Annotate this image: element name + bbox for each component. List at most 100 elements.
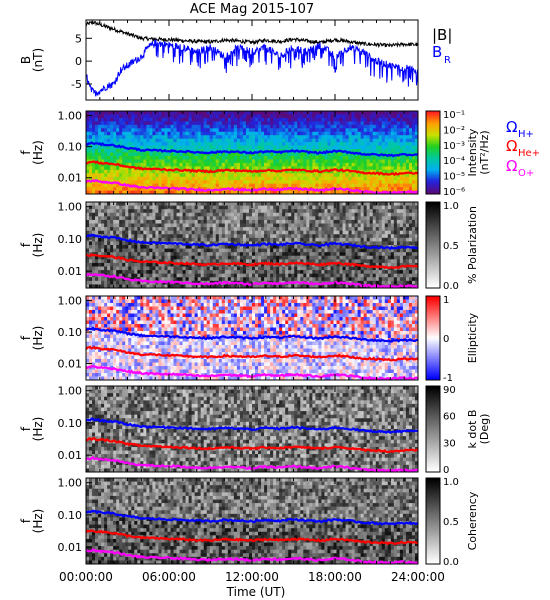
intensity-cell <box>98 183 102 188</box>
intensity-cell <box>176 138 180 143</box>
intensity-cell <box>119 152 123 157</box>
polarization-cell <box>282 277 286 282</box>
intensity-cell <box>363 180 368 185</box>
intensity-cell <box>324 121 328 126</box>
intensity-cell <box>348 135 352 140</box>
polarization-cell <box>215 277 220 282</box>
polarization-cell <box>360 227 365 232</box>
polarization-cell <box>233 202 238 206</box>
intensity-cell <box>164 162 168 167</box>
intensity-cell <box>131 114 135 119</box>
polarization-cell <box>191 223 196 228</box>
intensity-cell <box>345 138 349 143</box>
polarization-cell <box>128 284 132 289</box>
intensity-cell <box>134 162 138 167</box>
intensity-cell <box>342 180 346 185</box>
polarization-cell <box>161 205 165 210</box>
intensity-cell <box>312 124 316 129</box>
intensity-cell <box>155 152 159 157</box>
polarization-cell <box>92 205 96 210</box>
intensity-cell <box>345 166 349 171</box>
polarization-cell <box>357 259 362 264</box>
polarization-cell <box>327 212 331 217</box>
polarization-cell <box>110 241 114 246</box>
intensity-cell <box>402 176 407 181</box>
intensity-cell <box>408 142 413 146</box>
polarization-cell <box>324 248 328 253</box>
intensity-cell <box>125 152 129 157</box>
intensity-cell <box>152 138 156 143</box>
polarization-cell <box>270 234 274 239</box>
intensity-cell <box>218 176 223 181</box>
polarization-cell <box>221 212 226 217</box>
colorbar-segment <box>426 152 440 156</box>
intensity-cell <box>411 169 416 174</box>
intensity-cell <box>258 152 262 157</box>
intensity-cell <box>134 128 138 133</box>
intensity-cell <box>267 162 271 167</box>
polarization-cell <box>137 237 141 242</box>
polarization-cell <box>336 266 340 271</box>
intensity-cell <box>273 180 277 185</box>
intensity-cell <box>230 166 235 171</box>
intensity-cell <box>197 190 202 195</box>
polarization-cell <box>230 230 235 235</box>
polarization-cell <box>261 237 265 242</box>
polarization-cell <box>203 223 208 228</box>
intensity-cell <box>158 180 162 185</box>
intensity-cell <box>288 173 292 178</box>
polarization-cell <box>122 234 126 239</box>
intensity-cell <box>291 162 295 167</box>
intensity-cell <box>330 111 334 115</box>
intensity-cell <box>161 117 165 122</box>
polarization-cell <box>321 216 325 221</box>
polarization-cell <box>113 248 117 253</box>
polarization-cell <box>170 230 174 235</box>
intensity-cell <box>318 128 322 133</box>
intensity-cell <box>149 190 153 195</box>
polarization-cell <box>255 216 259 221</box>
intensity-cell <box>116 187 120 191</box>
intensity-cell <box>405 142 410 146</box>
intensity-cell <box>104 124 108 129</box>
intensity-cell <box>248 155 253 160</box>
intensity-cell <box>86 111 90 115</box>
polarization-cell <box>342 209 346 214</box>
intensity-cell <box>255 166 259 171</box>
intensity-cell <box>276 162 280 167</box>
colorbar-tick-label: 10⁻⁶ <box>443 187 465 198</box>
intensity-cell <box>288 114 292 119</box>
intensity-cell <box>360 173 365 178</box>
intensity-cell <box>324 190 328 195</box>
intensity-cell <box>188 162 193 167</box>
polarization-cell <box>303 216 307 221</box>
intensity-cell <box>312 149 316 153</box>
intensity-cell <box>387 155 392 160</box>
intensity-cell <box>363 149 368 153</box>
intensity-cell <box>110 159 114 164</box>
intensity-cell <box>230 131 235 136</box>
intensity-cell <box>86 155 90 160</box>
polarization-cell <box>203 219 208 224</box>
polarization-cell <box>212 230 217 235</box>
intensity-cell <box>351 190 356 195</box>
polarization-cell <box>300 219 304 224</box>
polarization-cell <box>86 245 90 249</box>
intensity-cell <box>384 145 389 150</box>
polarization-cell <box>152 219 156 224</box>
polarization-cell <box>89 219 93 224</box>
intensity-cell <box>345 159 349 164</box>
intensity-cell <box>276 114 280 119</box>
intensity-cell <box>399 169 404 174</box>
polarization-cell <box>125 262 129 267</box>
intensity-cell <box>399 162 404 167</box>
intensity-cell <box>360 135 365 140</box>
polarization-cell <box>252 202 256 206</box>
polarization-cell <box>95 270 99 275</box>
intensity-cell <box>203 183 208 188</box>
polarization-cell <box>119 248 123 253</box>
polarization-cell <box>143 209 147 214</box>
intensity-cell <box>122 176 126 181</box>
polarization-cell <box>176 273 180 278</box>
polarization-cell <box>369 216 374 221</box>
